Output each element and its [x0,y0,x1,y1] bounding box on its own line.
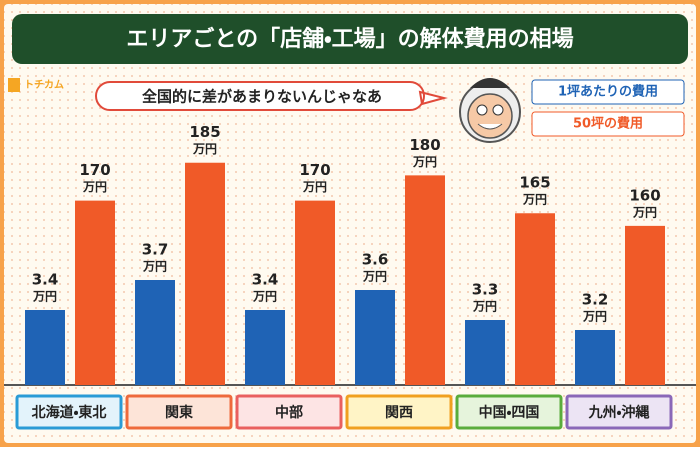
bar [625,225,665,385]
x-tick-label: 中部 [275,404,303,421]
value-unit: 万円 [252,290,277,304]
legend-label: 1坪あたりの費用 [558,84,658,100]
bar [515,213,555,385]
bar [575,330,615,385]
bar [295,200,335,385]
logo-icon [8,78,20,92]
value-label: 3.7 [142,241,169,259]
title-banner [12,14,688,64]
bar [355,290,395,385]
x-tick-label: 関東 [165,404,193,421]
legend-box [531,111,685,137]
value-label: 185 [189,123,220,141]
value-unit: 万円 [192,142,217,156]
value-label: 180 [409,136,440,154]
logo: トチカム [24,79,64,91]
value-unit: 万円 [82,180,107,194]
value-label: 3.3 [472,281,499,299]
value-label: 165 [519,174,550,192]
category-box [565,394,673,430]
x-tick-label: 関西 [385,405,413,421]
value-label: 3.4 [252,271,279,289]
value-unit: 万円 [632,205,657,219]
category-box [345,394,453,430]
value-label: 3.2 [582,291,609,309]
category-box [235,394,343,430]
category-box [15,394,123,430]
value-unit: 万円 [142,260,167,274]
value-label: 170 [299,161,330,179]
legend-box [531,79,685,105]
value-unit: 万円 [302,180,327,194]
x-tick-label: 中国・四国 [479,404,540,421]
value-unit: 万円 [362,270,387,284]
old-man-illustration [459,78,521,143]
value-label: 3.6 [362,251,389,269]
annotation: 全国的に差があまりないんじゃなあ [142,88,382,106]
bar [465,320,505,385]
x-tick-label: 北海道・東北 [32,404,107,421]
chart-title: エリアごとの「店舗・工場」の解体費用の相場 [126,26,573,52]
bar [75,200,115,385]
value-label: 3.4 [32,271,59,289]
bar [405,175,445,385]
value-unit: 万円 [412,155,437,169]
x-tick-label: 九州・沖縄 [588,404,650,421]
value-unit: 万円 [522,193,547,207]
bar [245,310,285,385]
value-label: 160 [629,186,660,204]
speech-bubble [94,81,448,111]
bar [25,310,65,385]
value-unit: 万円 [472,300,497,314]
bar [185,162,225,385]
category-box [125,394,233,430]
value-unit: 万円 [32,290,57,304]
value-unit: 万円 [582,310,607,324]
category-box [455,394,563,430]
legend-label: 50坪の費用 [573,116,643,132]
value-label: 170 [79,161,110,179]
bar [135,280,175,385]
